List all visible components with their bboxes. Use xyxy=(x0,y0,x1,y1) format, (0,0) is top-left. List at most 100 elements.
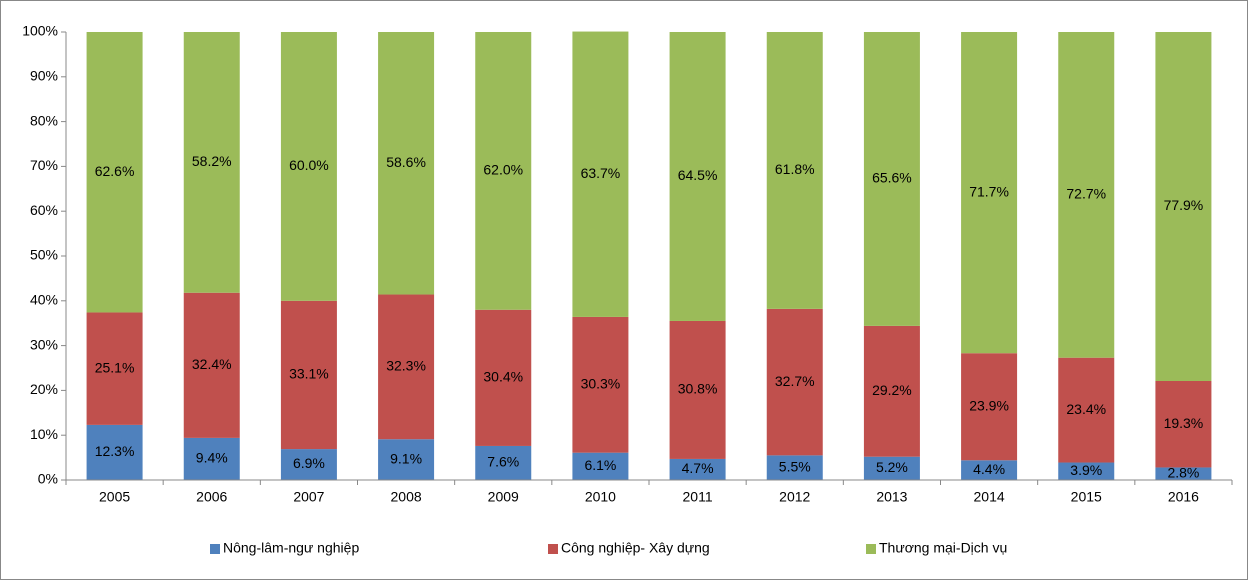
data-label: 58.6% xyxy=(386,154,426,170)
y-tick-label: 60% xyxy=(30,202,58,218)
data-label: 9.4% xyxy=(196,450,228,466)
bar-segment xyxy=(863,32,920,326)
data-label: 30.3% xyxy=(581,376,621,392)
x-tick-label: 2005 xyxy=(99,489,130,505)
legend-swatch xyxy=(866,544,876,554)
data-label: 58.2% xyxy=(192,153,232,169)
y-tick-label: 100% xyxy=(22,23,58,39)
bar-segment xyxy=(378,439,435,480)
bar-segment xyxy=(378,32,435,295)
bar-segment xyxy=(572,316,629,453)
bar-segment xyxy=(1058,32,1115,358)
y-tick-label: 20% xyxy=(30,381,58,397)
bar-segment xyxy=(766,455,823,480)
data-label: 7.6% xyxy=(487,454,519,470)
bar-segment xyxy=(86,424,143,480)
data-label: 4.4% xyxy=(973,461,1005,477)
bar-segment xyxy=(378,294,435,440)
bar-segment xyxy=(86,312,143,425)
bar-segment xyxy=(280,449,337,480)
bar-segment xyxy=(1155,380,1212,468)
y-tick-label: 90% xyxy=(30,68,58,84)
bar-segment xyxy=(669,32,726,321)
y-tick-label: 70% xyxy=(30,157,58,173)
bar-segment xyxy=(572,31,629,317)
x-tick-label: 2015 xyxy=(1071,489,1102,505)
data-label: 3.9% xyxy=(1070,462,1102,478)
bar-segment xyxy=(961,353,1018,461)
legend-label: Thương mại-Dịch vụ xyxy=(879,540,1007,556)
bar-segment xyxy=(863,325,920,457)
data-label: 6.9% xyxy=(293,455,325,471)
y-tick-label: 50% xyxy=(30,247,58,263)
x-tick-label: 2011 xyxy=(683,489,713,505)
x-tick-label: 2014 xyxy=(974,489,1005,505)
y-tick-label: 30% xyxy=(30,336,58,352)
bar-segment xyxy=(183,292,240,438)
bar-segment xyxy=(572,452,629,480)
legend-swatch xyxy=(548,544,558,554)
data-label: 4.7% xyxy=(682,460,714,476)
data-label: 5.2% xyxy=(876,459,908,475)
bar-segment xyxy=(1058,357,1115,463)
data-label: 32.3% xyxy=(386,358,426,374)
data-label: 30.4% xyxy=(483,369,523,385)
data-label: 60.0% xyxy=(289,157,329,173)
x-tick-label: 2010 xyxy=(585,489,616,505)
data-label: 23.9% xyxy=(969,397,1009,413)
legend-swatch xyxy=(210,544,220,554)
bar-segment xyxy=(183,32,240,293)
data-label: 5.5% xyxy=(779,458,811,474)
data-label: 6.1% xyxy=(584,457,616,473)
bar-segment xyxy=(86,32,143,313)
data-label: 33.1% xyxy=(289,366,329,382)
data-label: 32.4% xyxy=(192,356,232,372)
bar-segment xyxy=(961,460,1018,480)
bar-segment xyxy=(669,458,726,480)
data-label: 2.8% xyxy=(1167,464,1199,480)
data-label: 65.6% xyxy=(872,170,912,186)
data-label: 63.7% xyxy=(581,165,621,181)
bar-segment xyxy=(1155,32,1212,381)
bar-segment xyxy=(280,32,337,301)
legend-label: Công nghiệp- Xây dựng xyxy=(561,540,710,556)
data-label: 62.6% xyxy=(95,163,135,179)
y-tick-label: 10% xyxy=(30,426,58,442)
bar-segment xyxy=(766,32,823,309)
x-tick-label: 2013 xyxy=(876,489,907,505)
bar-segment xyxy=(183,437,240,480)
x-tick-label: 2009 xyxy=(488,489,519,505)
x-tick-label: 2012 xyxy=(779,489,810,505)
data-label: 29.2% xyxy=(872,382,912,398)
data-label: 72.7% xyxy=(1066,186,1106,202)
data-label: 23.4% xyxy=(1066,401,1106,417)
data-label: 30.8% xyxy=(678,381,718,397)
bar-segment xyxy=(961,32,1018,354)
data-label: 25.1% xyxy=(95,359,135,375)
data-label: 62.0% xyxy=(483,162,523,178)
bar-segment xyxy=(280,300,337,450)
data-label: 71.7% xyxy=(969,183,1009,199)
bar-segment xyxy=(475,445,532,480)
y-tick-label: 40% xyxy=(30,292,58,308)
bar-segment xyxy=(1155,467,1212,480)
x-tick-label: 2016 xyxy=(1168,489,1199,505)
x-tick-label: 2007 xyxy=(293,489,324,505)
bar-segment xyxy=(863,456,920,480)
bar-segment xyxy=(475,32,532,310)
x-tick-label: 2006 xyxy=(196,489,227,505)
data-label: 77.9% xyxy=(1164,197,1204,213)
y-tick-label: 0% xyxy=(38,471,58,487)
y-tick-label: 80% xyxy=(30,112,58,128)
data-label: 9.1% xyxy=(390,450,422,466)
data-label: 61.8% xyxy=(775,161,815,177)
bar-segment xyxy=(1058,462,1115,480)
data-label: 32.7% xyxy=(775,373,815,389)
bar-segment xyxy=(475,309,532,446)
data-label: 64.5% xyxy=(678,167,718,183)
legend-label: Nông-lâm-ngư nghiệp xyxy=(223,540,359,556)
bar-segment xyxy=(766,308,823,456)
bar-segment xyxy=(669,320,726,459)
x-tick-label: 2008 xyxy=(391,489,422,505)
